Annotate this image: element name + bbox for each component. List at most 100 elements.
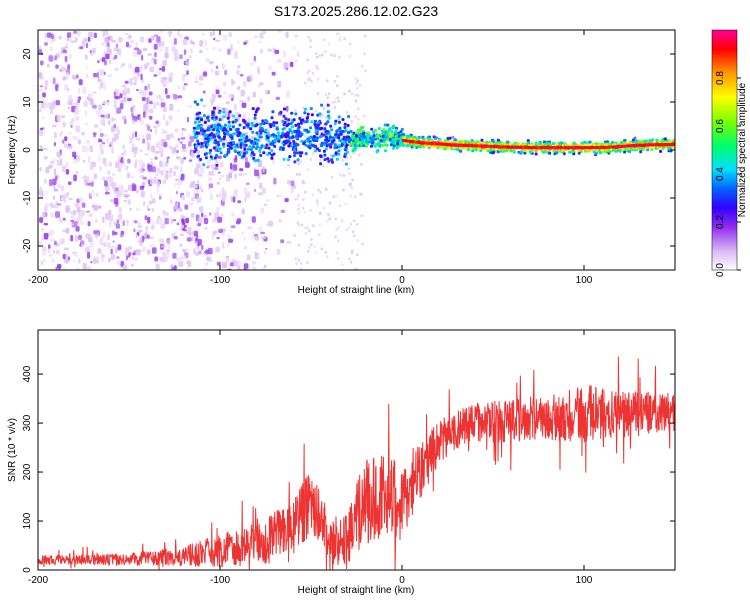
- spectrogram-cell: [209, 60, 214, 65]
- spectrogram-cell: [345, 143, 349, 147]
- spectrogram-cell: [102, 30, 105, 37]
- spectrogram-cell: [467, 144, 470, 148]
- spectrogram-cell: [658, 143, 661, 147]
- spectrogram-cell: [338, 120, 341, 124]
- spectrogram-cell: [337, 226, 340, 229]
- spectrogram-cell: [317, 149, 321, 152]
- spectrogram-cell: [275, 96, 280, 100]
- spectrogram-cell: [39, 186, 42, 192]
- spectrogram-cell: [118, 37, 123, 43]
- spectrogram-cell: [649, 143, 652, 147]
- spectrogram-cell: [277, 80, 282, 88]
- colorbar-gradient: [711, 29, 738, 271]
- spectrogram-cell: [84, 180, 88, 186]
- spectrogram-cell: [367, 131, 371, 135]
- spectrogram-cell: [239, 143, 243, 147]
- spectrogram-cell: [261, 237, 267, 239]
- spectrogram-cell: [189, 47, 193, 54]
- spectrogram-cell: [238, 153, 242, 157]
- spectrogram-cell: [183, 128, 187, 132]
- spectrogram-cell: [649, 139, 653, 143]
- spectrogram-cell: [340, 143, 344, 147]
- spectrogram-cell: [259, 48, 263, 54]
- spectrogram-cell: [69, 53, 72, 60]
- spectrogram-cell: [353, 234, 356, 238]
- spectrogram-cell: [543, 142, 547, 146]
- spectrogram-cell: [241, 231, 245, 235]
- spectrogram-cell: [211, 169, 215, 176]
- spectrogram-cell: [74, 202, 80, 208]
- spectrogram-cell: [297, 122, 300, 126]
- spectrogram-cell: [113, 124, 117, 129]
- spectrogram-cell: [303, 107, 307, 111]
- spectrogram-cell: [135, 234, 139, 238]
- spectrogram-cell: [258, 40, 261, 43]
- spectrogram-cell: [176, 182, 180, 185]
- spectrogram-cell: [275, 121, 279, 125]
- spectrogram-cell: [89, 241, 94, 248]
- spectrogram-cell: [253, 35, 259, 39]
- spectrogram-cell: [188, 202, 194, 206]
- spectrogram-cell: [67, 64, 70, 70]
- spectrogram-cell: [230, 44, 233, 51]
- spectrogram-cell: [458, 149, 462, 153]
- spectrogram-cell: [236, 70, 240, 75]
- spectrogram-cell: [126, 166, 129, 169]
- spectrogram-cell: [656, 143, 660, 147]
- spectrogram-cell: [148, 91, 153, 96]
- spectrogram-cell: [308, 246, 311, 250]
- spectrogram-cell: [133, 220, 138, 224]
- spectrogram-cell: [226, 116, 230, 120]
- spectrogram-cell: [304, 134, 307, 138]
- spectrogram-cell: [252, 91, 256, 98]
- spectrogram-cell: [239, 134, 243, 138]
- spectrogram-cell: [226, 132, 230, 136]
- spectrogram-cell: [132, 252, 136, 256]
- spectrogram-cell: [64, 55, 68, 63]
- spectrogram-cell: [162, 106, 167, 113]
- spectrogram-cell: [207, 159, 211, 164]
- spectrogram-cell: [98, 104, 103, 111]
- spectrogram-cell: [136, 49, 142, 55]
- spectrogram-cell: [361, 242, 364, 246]
- spectrogram-cell: [282, 114, 286, 118]
- spectrogram-cell: [188, 105, 193, 108]
- spectrogram-cell: [140, 36, 145, 43]
- spectrogram-cell: [293, 197, 297, 201]
- spectrogram-cell: [149, 115, 153, 120]
- snr-x-tick-label: -200: [28, 575, 48, 586]
- spectrogram-cell: [62, 122, 66, 128]
- spectrogram-cell: [326, 79, 329, 83]
- spectrogram-cell: [667, 142, 670, 146]
- spectrogram-cell: [343, 122, 347, 126]
- spectrogram-cell: [224, 111, 229, 117]
- spectrogram-cell: [101, 176, 106, 181]
- spectrogram-cell: [141, 168, 146, 172]
- spectrogram-cell: [172, 252, 177, 259]
- spectrogram-cell: [358, 141, 362, 145]
- spectrogram-cell: [224, 154, 228, 157]
- spectrogram-cell: [540, 146, 543, 150]
- spectrogram-cell: [144, 153, 150, 156]
- spectrogram-cell: [193, 150, 197, 154]
- spectrogram-cell: [278, 147, 282, 151]
- spectrogram-cell: [162, 252, 166, 259]
- spectrogram-cell: [229, 229, 233, 233]
- spectrogram-cell: [77, 46, 80, 50]
- spectrogram-cell: [120, 230, 125, 236]
- spectrogram-cell: [267, 146, 271, 150]
- spectrogram-cell: [38, 240, 43, 245]
- spectrogram-cell: [222, 137, 226, 141]
- spectrogram-cell: [306, 58, 309, 62]
- spectrogram-cell: [183, 117, 186, 120]
- spectrogram-cell: [173, 170, 176, 176]
- spectrogram-cell: [175, 178, 180, 182]
- spectrogram-cell: [494, 141, 498, 145]
- spectrogram-cell: [315, 64, 319, 68]
- spectrogram-cell: [177, 109, 180, 112]
- spectrogram-cell: [343, 92, 346, 96]
- spectrogram-cell: [255, 123, 259, 127]
- spectrogram-cell: [355, 134, 359, 138]
- spectrogram-cell: [268, 65, 272, 71]
